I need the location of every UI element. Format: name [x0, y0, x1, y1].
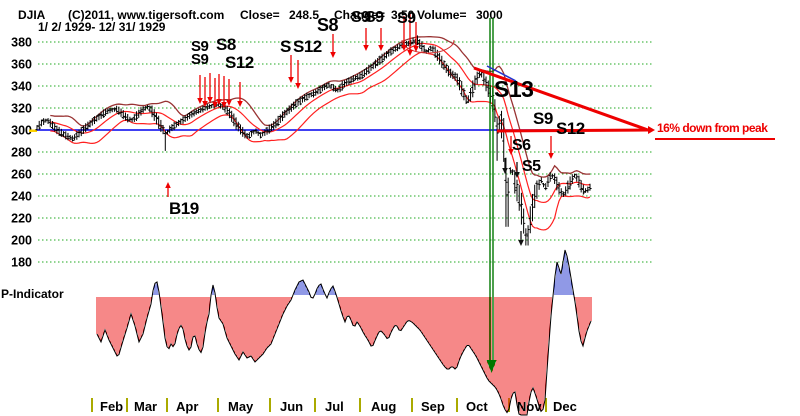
signal-label: S12: [293, 37, 322, 56]
y-tick-label: 220: [11, 212, 32, 226]
trendline: [496, 128, 649, 133]
signal-label: S: [280, 37, 291, 56]
y-axis-labels: 380 360 340 320 300 280 260 240 220 200 180: [11, 36, 32, 270]
y-tick-label: 360: [11, 58, 32, 72]
y-tick-label: 260: [11, 168, 32, 182]
down-arrowhead: [502, 168, 508, 174]
trendlines: [473, 65, 775, 140]
signal-arrows: [165, 14, 554, 246]
down-arrowhead: [226, 100, 232, 106]
month-label: Jul: [325, 399, 344, 414]
down-arrowhead: [330, 52, 336, 58]
y-tick-label: 340: [11, 80, 32, 94]
signal-label: S13: [494, 76, 533, 102]
down-arrowhead: [216, 99, 222, 105]
series-start-marker: [29, 129, 37, 132]
signal-label: S12: [556, 119, 585, 138]
green-down-arrowhead: [486, 360, 497, 373]
indicator-envelope: [96, 249, 592, 416]
month-axis: [91, 398, 547, 412]
signal-label: B19: [169, 199, 199, 218]
signal-label: S8: [317, 15, 339, 35]
down-arrowhead: [212, 102, 218, 108]
month-label: Apr: [176, 399, 198, 414]
y-tick-label: 320: [11, 102, 32, 116]
month-label: Dec: [553, 399, 577, 414]
y-tick-label: 240: [11, 190, 32, 204]
lower-band-line: [50, 51, 591, 231]
y-tick-label: 380: [11, 36, 32, 50]
y-tick-label: 180: [11, 256, 32, 270]
month-label: Nov: [517, 399, 542, 414]
down-arrowhead: [363, 45, 369, 51]
signal-label: S5: [522, 158, 541, 175]
date-range: 1/ 2/ 1929- 12/ 31/ 1929: [38, 20, 166, 34]
change-label: Change=: [334, 8, 386, 22]
down-arrowhead: [237, 101, 243, 107]
signal-label: S9: [365, 9, 384, 26]
down-arrowhead: [401, 45, 407, 51]
down-arrowhead: [202, 101, 208, 107]
month-label: Sep: [421, 399, 445, 414]
volume-value: 3000: [476, 8, 503, 22]
signal-label: S9: [191, 51, 209, 68]
middle-band-line: [50, 42, 591, 204]
trendline-arrowhead: [648, 126, 655, 134]
signal-label: S9: [533, 109, 553, 128]
upper-band-line: [50, 35, 591, 178]
change-value: 3.50: [391, 8, 415, 22]
y-tick-label: 300: [11, 124, 32, 138]
down-arrowhead: [413, 46, 419, 52]
copyright-text: (C)2011, www.tigersoft.com: [68, 8, 225, 22]
trendline: [473, 66, 649, 132]
price-grid: [38, 41, 652, 263]
signal-label: S9: [351, 9, 370, 26]
down-arrowhead: [207, 97, 213, 103]
month-label: Feb: [100, 399, 123, 414]
up-arrowhead: [165, 182, 171, 188]
down-arrowhead: [548, 153, 554, 159]
down-arrowhead: [378, 45, 384, 51]
p-indicator-label: P-Indicator: [1, 287, 64, 301]
trendline: [486, 65, 517, 82]
signal-label: 16% down from peak: [657, 121, 768, 135]
month-label: Mar: [134, 399, 157, 414]
y-tick-label: 280: [11, 146, 32, 160]
down-arrowhead: [518, 240, 524, 246]
down-arrowhead: [508, 149, 514, 155]
month-label: Aug: [371, 399, 396, 414]
signal-label: S9: [191, 38, 209, 55]
symbol-label: DJIA: [18, 8, 46, 22]
down-arrowhead: [221, 102, 227, 108]
y-tick-label: 200: [11, 234, 32, 248]
down-arrowhead: [197, 98, 203, 104]
indicator-histogram: [96, 249, 592, 416]
band-lines: [50, 35, 591, 231]
month-label: May: [228, 399, 254, 414]
close-value: 248.5: [289, 8, 320, 22]
close-label: Close=: [240, 8, 280, 22]
down-arrowhead: [514, 172, 520, 178]
month-label: Oct: [466, 399, 488, 414]
signal-label: S6: [512, 137, 531, 154]
signal-label: S12: [225, 53, 254, 72]
signal-label: S8: [216, 35, 236, 54]
down-arrowhead: [288, 77, 294, 83]
down-arrowhead: [407, 50, 413, 56]
volume-label: Volume=: [417, 8, 467, 22]
month-labels: Feb Mar Apr May Jun Jul Aug Sep Oct Nov Dec: [100, 399, 577, 414]
down-arrowhead: [295, 83, 301, 89]
month-label: Jun: [280, 399, 303, 414]
signal-label: S9: [397, 10, 416, 27]
